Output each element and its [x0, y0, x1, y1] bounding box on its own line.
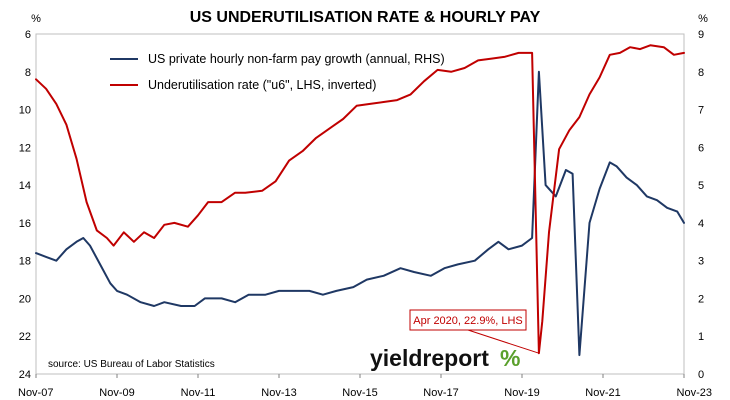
left-tick-label: 20 [19, 293, 31, 305]
left-tick-label: 12 [19, 142, 31, 154]
left-tick-label: 22 [19, 331, 31, 343]
annotation-leader-line [467, 329, 540, 354]
x-tick-label: Nov-19 [504, 387, 539, 399]
x-tick-label: Nov-11 [181, 387, 216, 399]
left-tick-label: 10 [19, 105, 31, 117]
logo-wordmark: yieldreport [370, 345, 489, 371]
right-tick-label: 7 [698, 105, 704, 117]
right-tick-label: 3 [698, 256, 704, 268]
series-layer [35, 44, 685, 357]
right-tick-label: 2 [698, 293, 704, 305]
left-axis-unit: % [31, 13, 41, 25]
chart-title: US UNDERUTILISATION RATE & HOURLY PAY [190, 9, 541, 26]
right-tick-label: 0 [698, 369, 704, 381]
x-tick-label: Nov-13 [261, 387, 296, 399]
left-tick-label: 8 [25, 67, 31, 79]
legend-label-pay-growth: US private hourly non-farm pay growth (a… [148, 52, 445, 66]
x-tick-label: Nov-09 [99, 387, 134, 399]
left-tick-label: 14 [19, 180, 31, 192]
x-tick-label: Nov-07 [18, 387, 53, 399]
x-tick-label: Nov-23 [677, 387, 712, 399]
series-line-pay-growth [35, 70, 685, 357]
logo-percent-icon: % [500, 345, 520, 371]
annotation-text: Apr 2020, 22.9%, LHS [413, 315, 522, 327]
source-note: source: US Bureau of Labor Statistics [48, 359, 215, 370]
x-tick-label: Nov-15 [342, 387, 377, 399]
left-tick-label: 24 [19, 369, 31, 381]
annotation-box [409, 309, 527, 331]
legend: US private hourly non-farm pay growth (a… [110, 52, 445, 92]
series-line-underutilisation [35, 44, 685, 355]
left-tick-label: 16 [19, 218, 31, 230]
legend-label-underutilisation: Underutilisation rate ("u6", LHS, invert… [148, 78, 376, 92]
right-tick-label: 8 [698, 67, 704, 79]
yieldreport-logo: yieldreport % [370, 345, 520, 371]
right-tick-label: 4 [698, 218, 704, 230]
x-axis: Nov-07 Nov-09 Nov-11 Nov-13 Nov-15 Nov-17 Nov-… [18, 374, 712, 399]
right-tick-label: 6 [698, 142, 704, 154]
right-axis-unit: % [698, 13, 708, 25]
left-axis: 6 8 10 12 14 16 18 20 22 24 [19, 29, 31, 381]
right-tick-label: 1 [698, 331, 704, 343]
annotation: Apr 2020, 22.9%, LHS [409, 309, 540, 354]
left-tick-label: 6 [25, 29, 31, 41]
x-tick-label: Nov-17 [423, 387, 458, 399]
right-tick-label: 9 [698, 29, 704, 41]
left-tick-label: 18 [19, 256, 31, 268]
x-tick-label: Nov-21 [585, 387, 620, 399]
right-tick-label: 5 [698, 180, 704, 192]
right-axis: 0 1 2 3 4 5 6 7 8 9 [698, 29, 704, 381]
